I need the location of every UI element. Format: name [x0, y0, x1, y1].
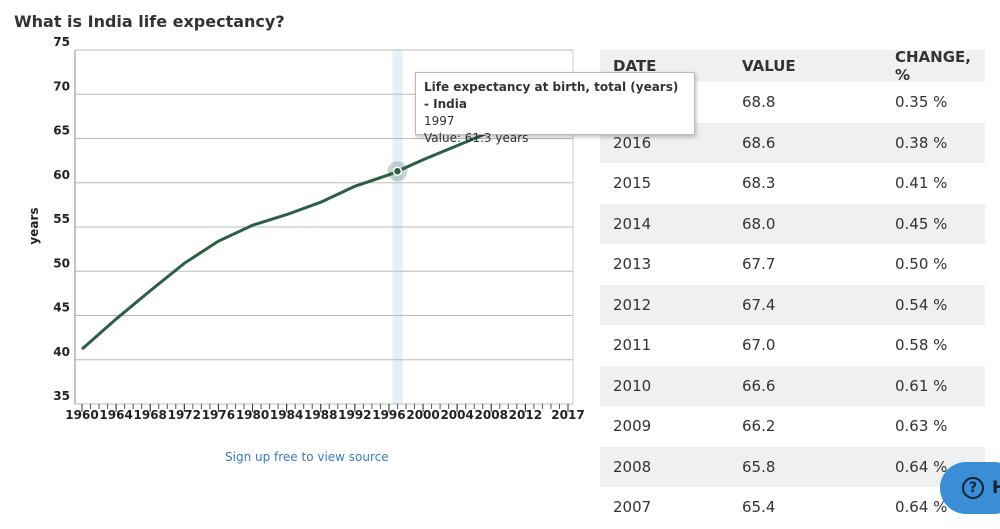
- table-cell: 68.3: [742, 174, 776, 193]
- table-cell: 0.63 %: [895, 417, 948, 436]
- y-tick-label: 75: [53, 35, 70, 49]
- x-tick-label: 1980: [236, 408, 269, 422]
- table-cell: 0.45 %: [895, 214, 948, 233]
- y-axis-label: years: [27, 207, 41, 244]
- table-row: 2010 66.6 0.61 %: [600, 365, 985, 406]
- x-tick-label: 1992: [338, 408, 371, 422]
- table-cell: 68.8: [742, 93, 776, 112]
- y-tick-label: 70: [53, 79, 70, 93]
- header-cell: DATE: [613, 57, 657, 75]
- table-cell: 0.64 %: [895, 498, 948, 517]
- table-cell: 67.4: [742, 295, 776, 314]
- x-tick-label: 1988: [304, 408, 337, 422]
- table-cell: 2010: [613, 376, 652, 395]
- y-tick-label: 60: [53, 168, 70, 182]
- table-row: 2007 65.4 0.64 %: [600, 487, 985, 528]
- source-link[interactable]: Sign up free to view source: [225, 450, 389, 464]
- table-cell: 2016: [613, 133, 652, 152]
- table-cell: 0.41 %: [895, 174, 948, 193]
- table-cell: 2014: [613, 214, 652, 233]
- x-tick-label: 1968: [134, 408, 167, 422]
- x-tick-label: 1996: [372, 408, 405, 422]
- table-cell: 0.58 %: [895, 336, 948, 355]
- table-cell: 66.6: [742, 376, 776, 395]
- x-tick-label: 2012: [509, 408, 542, 422]
- x-tick-label: 2008: [475, 408, 508, 422]
- table-cell: 0.54 %: [895, 295, 948, 314]
- tooltip-date: 1997: [424, 114, 455, 128]
- table-cell: 67.0: [742, 336, 776, 355]
- chart: years 35 40 45 50 55 60 65 70 75 1960 1964 1968 1972…: [27, 35, 585, 422]
- x-tick-label: 1984: [270, 408, 303, 422]
- table-row: 2012 67.4 0.54 %: [600, 284, 985, 325]
- help-button[interactable]: ? H: [940, 462, 1000, 514]
- y-tick-label: 40: [53, 345, 70, 359]
- table-row: 2015 68.3 0.41 %: [600, 163, 985, 204]
- page-title: What is India life expectancy?: [14, 12, 285, 31]
- x-tick-label: 2017: [551, 408, 584, 422]
- table-cell: 2013: [613, 255, 652, 274]
- header-cell: VALUE: [742, 57, 796, 75]
- table-row: 2009 66.2 0.63 %: [600, 406, 985, 447]
- tooltip: Life expectancy at birth, total (years) …: [415, 72, 695, 145]
- y-tick-label: 65: [53, 124, 70, 138]
- table-row: 2011 67.0 0.58 %: [600, 325, 985, 366]
- y-tick-label: 45: [53, 301, 70, 315]
- x-tick-label: 2000: [406, 408, 439, 422]
- table-row: 2008 65.8 0.64 %: [600, 446, 985, 487]
- table-cell: 68.6: [742, 133, 776, 152]
- table-cell: 0.61 %: [895, 376, 948, 395]
- table-cell: 68.0: [742, 214, 776, 233]
- table-header: DATE VALUE CHANGE, %: [600, 48, 985, 84]
- x-tick-label: 1972: [168, 408, 201, 422]
- table-cell: 65.8: [742, 457, 776, 476]
- y-tick-label: 50: [53, 256, 70, 270]
- table-row: 2013 67.7 0.50 %: [600, 244, 985, 285]
- table-cell: 0.64 %: [895, 457, 948, 476]
- tooltip-value: Value: 61.3 years: [424, 131, 529, 145]
- table-cell: 0.38 %: [895, 133, 948, 152]
- x-tick-label: 2004: [440, 408, 473, 422]
- x-tick-label: 1960: [65, 408, 98, 422]
- tooltip-title: Life expectancy at birth, total (years) …: [424, 80, 679, 111]
- table-cell: 2011: [613, 336, 652, 355]
- table-cell: 2009: [613, 417, 652, 436]
- table-cell: 2015: [613, 174, 652, 193]
- header-cell: CHANGE, %: [895, 48, 971, 84]
- y-tick-label: 35: [53, 389, 70, 403]
- x-tick-label: 1976: [202, 408, 235, 422]
- table-cell: 66.2: [742, 417, 776, 436]
- table-cell: 65.4: [742, 498, 776, 517]
- x-tick-label: 1964: [99, 408, 132, 422]
- help-label: H: [992, 478, 1000, 498]
- y-tick-label: 55: [53, 212, 70, 226]
- table-cell: 0.35 %: [895, 93, 948, 112]
- table-cell: 0.50 %: [895, 255, 948, 274]
- table-cell: 2012: [613, 295, 652, 314]
- hover-point: [392, 166, 403, 176]
- table-cell: 2007: [613, 498, 652, 517]
- table-cell: 67.7: [742, 255, 776, 274]
- table-cell: 2008: [613, 457, 652, 476]
- table-row: 2014 68.0 0.45 %: [600, 203, 985, 244]
